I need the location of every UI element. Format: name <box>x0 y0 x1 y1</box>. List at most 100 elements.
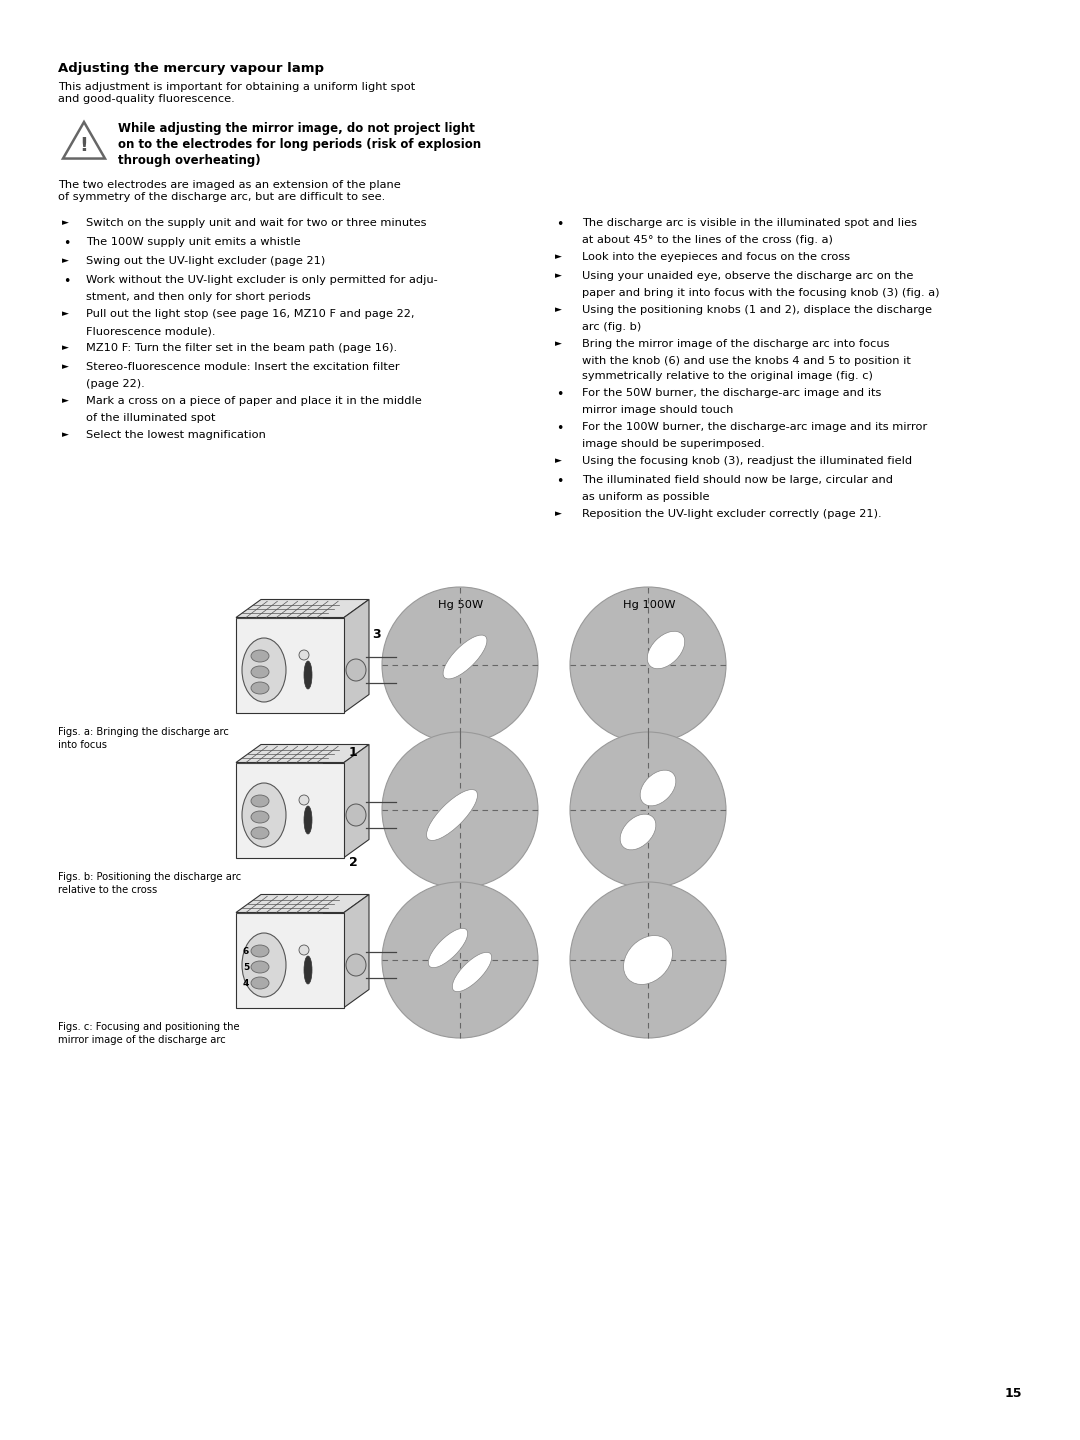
Ellipse shape <box>346 804 366 827</box>
Ellipse shape <box>303 806 312 834</box>
Ellipse shape <box>429 929 468 968</box>
Ellipse shape <box>242 783 286 847</box>
Text: Bring the mirror image of the discharge arc into focus: Bring the mirror image of the discharge … <box>582 338 890 348</box>
Text: Figs. c: Focusing and positioning the: Figs. c: Focusing and positioning the <box>58 1022 240 1032</box>
Text: Select the lowest magnification: Select the lowest magnification <box>86 431 266 441</box>
Polygon shape <box>345 894 369 1008</box>
Text: ►: ► <box>62 310 69 318</box>
Text: ►: ► <box>555 508 562 518</box>
Text: Figs. a: Bringing the discharge arc: Figs. a: Bringing the discharge arc <box>58 727 229 737</box>
Text: ►: ► <box>62 343 69 351</box>
Text: paper and bring it into focus with the focusing knob (3) (fig. a): paper and bring it into focus with the f… <box>582 288 940 298</box>
Text: Stereo-fluorescence module: Insert the excitation filter: Stereo-fluorescence module: Insert the e… <box>86 361 400 372</box>
Text: •: • <box>63 275 70 288</box>
Text: Using your unaided eye, observe the discharge arc on the: Using your unaided eye, observe the disc… <box>582 271 914 281</box>
Text: Using the focusing knob (3), readjust the illuminated field: Using the focusing knob (3), readjust th… <box>582 456 913 467</box>
Text: Fluorescence module).: Fluorescence module). <box>86 325 216 336</box>
Text: relative to the cross: relative to the cross <box>58 886 158 896</box>
Text: into focus: into focus <box>58 740 107 750</box>
Circle shape <box>299 945 309 955</box>
Text: Figs. b: Positioning the discharge arc: Figs. b: Positioning the discharge arc <box>58 873 241 881</box>
Ellipse shape <box>443 635 487 678</box>
Text: •: • <box>556 475 564 488</box>
Text: ►: ► <box>555 338 562 348</box>
Ellipse shape <box>251 811 269 824</box>
Text: Swing out the UV-light excluder (page 21): Swing out the UV-light excluder (page 21… <box>86 256 325 266</box>
Text: with the knob (6) and use the knobs 4 and 5 to position it: with the knob (6) and use the knobs 4 an… <box>582 356 910 366</box>
Text: mirror image of the discharge arc: mirror image of the discharge arc <box>58 1035 226 1045</box>
Text: stment, and then only for short periods: stment, and then only for short periods <box>86 292 311 302</box>
Polygon shape <box>237 744 369 763</box>
Text: 2: 2 <box>349 855 357 868</box>
Polygon shape <box>237 894 369 913</box>
Text: ►: ► <box>555 271 562 279</box>
Text: 5: 5 <box>243 962 249 972</box>
Ellipse shape <box>251 649 269 662</box>
Text: Using the positioning knobs (1 and 2), displace the discharge: Using the positioning knobs (1 and 2), d… <box>582 305 932 315</box>
Ellipse shape <box>251 976 269 989</box>
Ellipse shape <box>640 770 676 806</box>
Text: (page 22).: (page 22). <box>86 379 145 389</box>
Text: 4: 4 <box>243 979 249 988</box>
Text: •: • <box>556 217 564 230</box>
Text: For the 100W burner, the discharge-arc image and its mirror: For the 100W burner, the discharge-arc i… <box>582 422 928 432</box>
Circle shape <box>299 795 309 805</box>
Text: mirror image should touch: mirror image should touch <box>582 405 733 415</box>
FancyBboxPatch shape <box>237 618 345 713</box>
Text: For the 50W burner, the discharge-arc image and its: For the 50W burner, the discharge-arc im… <box>582 387 881 397</box>
Text: The 100W supply unit emits a whistle: The 100W supply unit emits a whistle <box>86 238 300 248</box>
Ellipse shape <box>453 952 491 992</box>
Ellipse shape <box>251 683 269 694</box>
Text: ►: ► <box>62 361 69 372</box>
Circle shape <box>570 881 726 1038</box>
Circle shape <box>570 588 726 743</box>
Circle shape <box>382 588 538 743</box>
Text: •: • <box>556 422 564 435</box>
FancyBboxPatch shape <box>237 913 345 1008</box>
Text: of the illuminated spot: of the illuminated spot <box>86 413 216 423</box>
Ellipse shape <box>623 936 673 985</box>
Text: •: • <box>556 387 564 400</box>
FancyBboxPatch shape <box>237 763 345 857</box>
Text: MZ10 F: Turn the filter set in the beam path (page 16).: MZ10 F: Turn the filter set in the beam … <box>86 343 397 353</box>
Text: Mark a cross on a piece of paper and place it in the middle: Mark a cross on a piece of paper and pla… <box>86 396 422 406</box>
Text: !: ! <box>80 135 89 154</box>
Ellipse shape <box>346 660 366 681</box>
Ellipse shape <box>251 827 269 840</box>
Ellipse shape <box>303 956 312 984</box>
Ellipse shape <box>251 795 269 806</box>
Text: at about 45° to the lines of the cross (fig. a): at about 45° to the lines of the cross (… <box>582 235 833 245</box>
Ellipse shape <box>242 638 286 701</box>
Text: image should be superimposed.: image should be superimposed. <box>582 439 765 449</box>
Text: Switch on the supply unit and wait for two or three minutes: Switch on the supply unit and wait for t… <box>86 217 427 228</box>
Ellipse shape <box>303 661 312 688</box>
Text: Look into the eyepieces and focus on the cross: Look into the eyepieces and focus on the… <box>582 252 850 262</box>
Text: arc (fig. b): arc (fig. b) <box>582 323 642 333</box>
Text: Work without the UV-light excluder is only permitted for adju-: Work without the UV-light excluder is on… <box>86 275 437 285</box>
Circle shape <box>299 649 309 660</box>
Text: •: • <box>63 238 70 251</box>
Text: ►: ► <box>62 256 69 265</box>
Text: Hg 50W: Hg 50W <box>438 600 483 611</box>
Text: 3: 3 <box>372 628 380 641</box>
Text: 1: 1 <box>349 746 357 759</box>
Polygon shape <box>345 599 369 713</box>
Text: This adjustment is important for obtaining a uniform light spot
and good-quality: This adjustment is important for obtaini… <box>58 82 415 105</box>
Circle shape <box>382 881 538 1038</box>
Text: The two electrodes are imaged as an extension of the plane
of symmetry of the di: The two electrodes are imaged as an exte… <box>58 180 401 203</box>
Ellipse shape <box>346 953 366 976</box>
Text: ►: ► <box>555 305 562 314</box>
Circle shape <box>382 732 538 888</box>
Text: as uniform as possible: as uniform as possible <box>582 492 710 503</box>
Text: ►: ► <box>62 217 69 228</box>
Polygon shape <box>345 744 369 857</box>
Ellipse shape <box>251 945 269 958</box>
Ellipse shape <box>242 933 286 996</box>
Text: ►: ► <box>62 396 69 405</box>
Ellipse shape <box>620 814 656 850</box>
Circle shape <box>570 732 726 888</box>
Polygon shape <box>237 599 369 618</box>
Text: Pull out the light stop (see page 16, MZ10 F and page 22,: Pull out the light stop (see page 16, MZ… <box>86 310 415 320</box>
Text: ►: ► <box>62 431 69 439</box>
Text: Hg 100W: Hg 100W <box>623 600 675 611</box>
